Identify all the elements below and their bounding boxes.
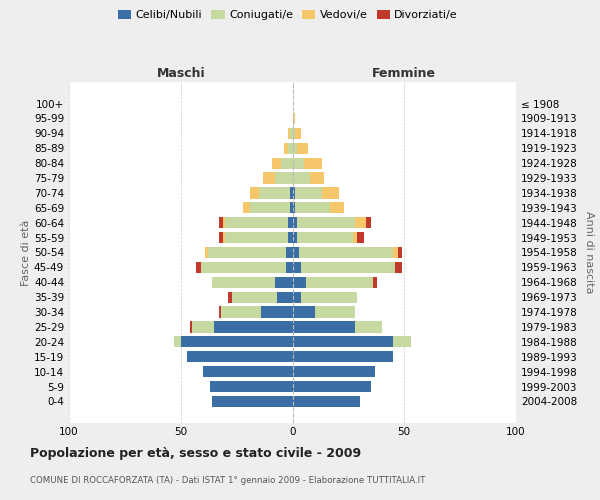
- Y-axis label: Anni di nascita: Anni di nascita: [584, 211, 594, 294]
- Bar: [290, 202, 293, 213]
- Bar: [263, 172, 275, 184]
- Bar: [293, 217, 297, 228]
- Bar: [272, 158, 281, 168]
- Text: Maschi: Maschi: [157, 67, 205, 80]
- Bar: [293, 262, 301, 273]
- Bar: [293, 396, 359, 407]
- Bar: [295, 128, 301, 139]
- Bar: [301, 262, 395, 273]
- Bar: [366, 217, 371, 228]
- Bar: [250, 188, 259, 198]
- Bar: [293, 366, 375, 378]
- Bar: [358, 232, 364, 243]
- Text: COMUNE DI ROCCAFORZATA (TA) - Dati ISTAT 1° gennaio 2009 - Elaborazione TUTTITAL: COMUNE DI ROCCAFORZATA (TA) - Dati ISTAT…: [30, 476, 425, 485]
- Bar: [223, 217, 226, 228]
- Bar: [304, 158, 322, 168]
- Bar: [393, 247, 398, 258]
- Y-axis label: Fasce di età: Fasce di età: [21, 220, 31, 286]
- Bar: [196, 262, 201, 273]
- Bar: [192, 322, 214, 332]
- Legend: Celibi/Nubili, Coniugati/e, Vedovi/e, Divorziati/e: Celibi/Nubili, Coniugati/e, Vedovi/e, Di…: [113, 6, 463, 25]
- Bar: [219, 232, 223, 243]
- Bar: [293, 322, 355, 332]
- Bar: [293, 276, 306, 288]
- Bar: [232, 292, 277, 303]
- Bar: [297, 232, 353, 243]
- Bar: [331, 202, 344, 213]
- Bar: [275, 276, 293, 288]
- Bar: [293, 188, 295, 198]
- Bar: [259, 188, 290, 198]
- Bar: [293, 128, 295, 139]
- Bar: [284, 142, 288, 154]
- Bar: [244, 202, 250, 213]
- Bar: [275, 172, 293, 184]
- Bar: [293, 158, 304, 168]
- Bar: [277, 292, 293, 303]
- Bar: [293, 292, 301, 303]
- Bar: [293, 351, 393, 362]
- Bar: [293, 336, 393, 347]
- Bar: [295, 202, 331, 213]
- Bar: [174, 336, 181, 347]
- Bar: [212, 276, 275, 288]
- Bar: [293, 113, 295, 124]
- Bar: [187, 351, 293, 362]
- Bar: [393, 336, 411, 347]
- Bar: [306, 276, 373, 288]
- Bar: [219, 306, 221, 318]
- Bar: [223, 232, 226, 243]
- Bar: [295, 188, 322, 198]
- Bar: [293, 381, 371, 392]
- Bar: [203, 366, 293, 378]
- Bar: [293, 232, 297, 243]
- Bar: [395, 262, 402, 273]
- Bar: [219, 217, 223, 228]
- Bar: [288, 217, 293, 228]
- Bar: [290, 188, 293, 198]
- Bar: [210, 381, 293, 392]
- Bar: [293, 247, 299, 258]
- Text: Popolazione per età, sesso e stato civile - 2009: Popolazione per età, sesso e stato civil…: [30, 448, 361, 460]
- Bar: [297, 217, 355, 228]
- Bar: [355, 322, 382, 332]
- Bar: [293, 306, 315, 318]
- Bar: [353, 232, 358, 243]
- Bar: [227, 292, 232, 303]
- Bar: [310, 172, 324, 184]
- Bar: [250, 202, 290, 213]
- Bar: [322, 188, 340, 198]
- Bar: [212, 396, 293, 407]
- Text: Femmine: Femmine: [372, 67, 436, 80]
- Bar: [288, 232, 293, 243]
- Bar: [373, 276, 377, 288]
- Bar: [281, 158, 293, 168]
- Bar: [286, 247, 293, 258]
- Bar: [301, 292, 358, 303]
- Bar: [288, 128, 290, 139]
- Bar: [214, 322, 293, 332]
- Bar: [315, 306, 355, 318]
- Bar: [286, 262, 293, 273]
- Bar: [293, 142, 297, 154]
- Bar: [205, 247, 208, 258]
- Bar: [290, 128, 293, 139]
- Bar: [226, 232, 288, 243]
- Bar: [181, 336, 293, 347]
- Bar: [293, 172, 310, 184]
- Bar: [190, 322, 192, 332]
- Bar: [299, 247, 393, 258]
- Bar: [201, 262, 286, 273]
- Bar: [398, 247, 402, 258]
- Bar: [221, 306, 261, 318]
- Bar: [288, 142, 293, 154]
- Bar: [261, 306, 293, 318]
- Bar: [355, 217, 366, 228]
- Bar: [293, 202, 295, 213]
- Bar: [208, 247, 286, 258]
- Bar: [226, 217, 288, 228]
- Bar: [297, 142, 308, 154]
